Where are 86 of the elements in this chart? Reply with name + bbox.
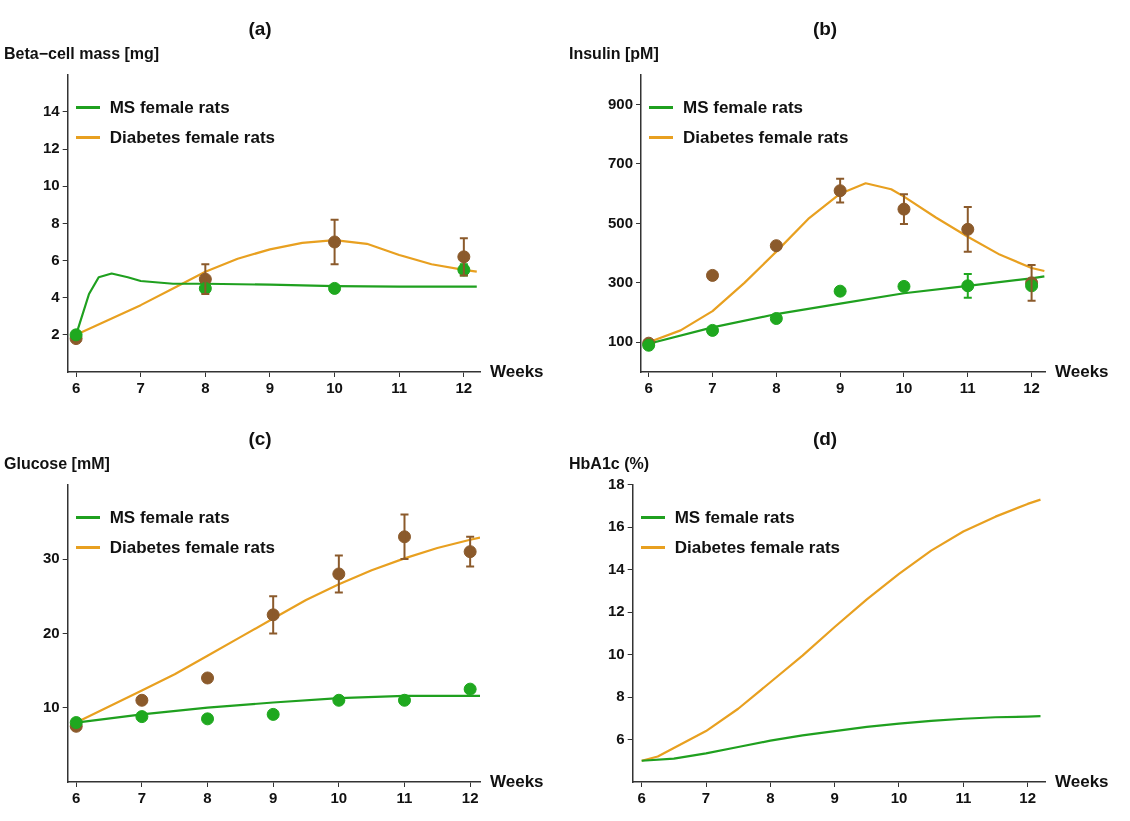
y-tick-label: 14 <box>608 559 626 577</box>
legend-label: Diabetes female rats <box>109 127 276 148</box>
y-tick-label: 10 <box>43 697 60 715</box>
x-tick-label: 11 <box>955 789 972 807</box>
x-tick-label: 10 <box>330 789 348 807</box>
x-tick-label: 12 <box>461 789 479 807</box>
x-tick-label: 10 <box>895 379 913 397</box>
legend-label: Diabetes female rats <box>109 537 276 558</box>
point <box>769 239 783 253</box>
x-tick-label: 6 <box>72 789 81 807</box>
y-tick-label: 300 <box>608 272 634 290</box>
y-tick-label: 100 <box>608 332 634 350</box>
x-tick-label: 11 <box>391 379 408 397</box>
x-tick-label: 6 <box>644 379 653 397</box>
y-tick-label: 500 <box>608 213 634 231</box>
x-tick-label: 10 <box>890 789 908 807</box>
x-tick-label: 10 <box>326 379 343 397</box>
y-tick-label: 2 <box>51 324 60 342</box>
point <box>897 279 911 293</box>
y-tick-label: 8 <box>616 687 625 705</box>
point <box>201 712 215 726</box>
x-tick-label: 9 <box>269 789 278 807</box>
legend-label: Diabetes female rats <box>674 537 841 558</box>
legend-label: MS female rats <box>683 97 804 118</box>
point <box>332 693 346 707</box>
y-tick-label: 4 <box>51 287 61 305</box>
y-tick-label: 18 <box>608 474 625 492</box>
point <box>706 323 719 337</box>
x-tick-label: 7 <box>137 789 147 807</box>
x-tick-label: 7 <box>708 379 717 397</box>
y-tick-label: 14 <box>43 102 61 120</box>
x-tick-label: 11 <box>959 379 976 397</box>
y-tick-label: 8 <box>51 213 60 231</box>
x-axis-title: Weeks <box>490 361 544 381</box>
point <box>266 707 280 721</box>
y-tick-label: 30 <box>43 549 60 567</box>
y-tick-label: 12 <box>43 139 60 157</box>
point <box>69 328 83 342</box>
point <box>769 312 783 325</box>
x-tick-label: 8 <box>203 789 212 807</box>
point <box>463 682 477 696</box>
legend-label: MS female rats <box>109 97 230 118</box>
legend-label: MS female rats <box>674 507 795 528</box>
chart-title: (a) <box>248 17 272 39</box>
point <box>328 281 342 295</box>
point <box>135 710 149 724</box>
y-tick-label: 900 <box>608 94 634 112</box>
x-tick-label: 6 <box>637 789 646 807</box>
y-tick-label: 6 <box>616 729 625 747</box>
x-axis-title: Weeks <box>490 771 544 791</box>
y-axis-title: Glucose [mM] <box>4 454 110 473</box>
chart-title: (c) <box>248 427 272 449</box>
x-tick-label: 12 <box>1023 379 1040 397</box>
y-tick-label: 10 <box>608 644 625 662</box>
x-tick-label: 9 <box>265 379 275 397</box>
x-tick-label: 8 <box>766 789 775 807</box>
y-tick-label: 20 <box>43 623 60 641</box>
point <box>135 693 149 707</box>
x-tick-label: 12 <box>1019 789 1036 807</box>
legend-label: Diabetes female rats <box>683 127 849 148</box>
x-tick-label: 11 <box>396 789 413 807</box>
x-axis-title: Weeks <box>1055 771 1109 791</box>
x-tick-label: 9 <box>830 789 839 807</box>
point <box>201 671 215 685</box>
x-tick-label: 9 <box>835 379 845 397</box>
point <box>706 268 719 282</box>
y-axis-title: Insulin [pM] <box>569 44 659 63</box>
x-tick-label: 7 <box>701 789 711 807</box>
chart-title: (d) <box>812 427 838 449</box>
chart-title: (b) <box>812 17 838 39</box>
y-tick-label: 16 <box>608 517 625 535</box>
y-tick-label: 10 <box>43 176 60 194</box>
y-tick-label: 6 <box>51 250 60 268</box>
y-tick-label: 700 <box>608 154 634 172</box>
x-tick-label: 8 <box>201 379 210 397</box>
point <box>398 693 411 707</box>
point <box>833 284 847 298</box>
y-axis-title: Beta−cell mass [mg] <box>4 44 160 63</box>
x-tick-label: 12 <box>455 379 473 397</box>
y-tick-label: 12 <box>608 602 625 620</box>
x-tick-label: 8 <box>772 379 781 397</box>
x-tick-label: 7 <box>136 379 145 397</box>
y-axis-title: HbA1c (%) <box>569 454 650 473</box>
x-tick-label: 6 <box>71 379 81 397</box>
x-axis-title: Weeks <box>1055 361 1109 381</box>
legend-label: MS female rats <box>109 507 230 528</box>
